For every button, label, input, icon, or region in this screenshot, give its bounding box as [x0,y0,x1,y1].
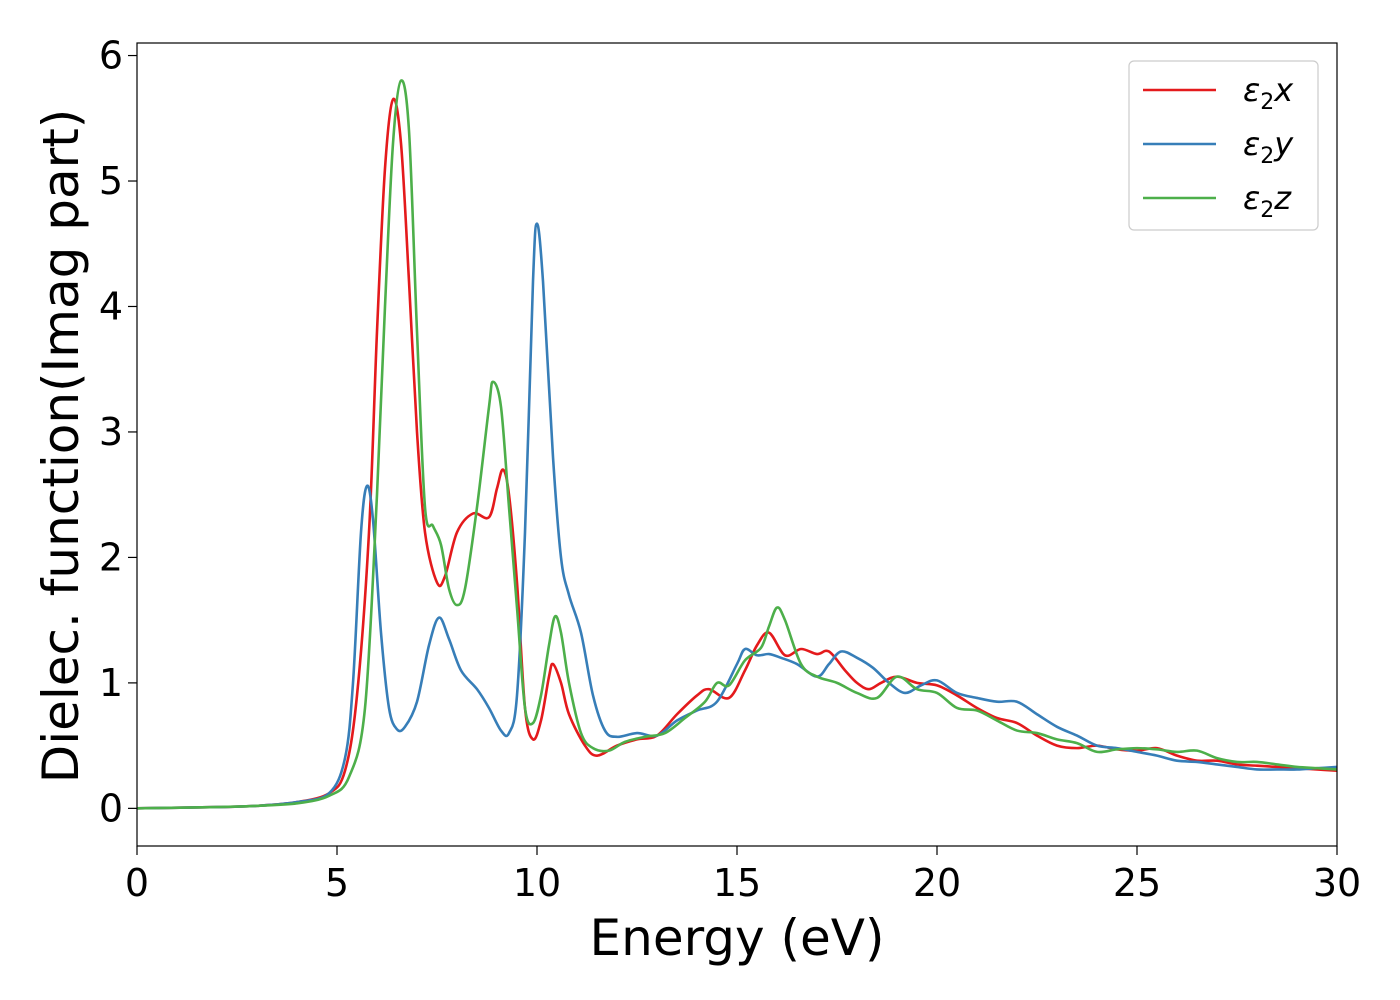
legend: ε2x ε2y ε2z [1128,60,1319,231]
series-layer [137,79,1337,810]
series-line-2 [137,222,1337,810]
x-tick-label: 5 [325,861,349,905]
series-line-1 [137,97,1337,810]
x-axis: 0 5 10 15 20 25 30 [125,846,1361,905]
x-tick-label: 0 [125,861,149,905]
legend-box [1128,60,1319,231]
legend-label-2: ε2y [1243,125,1294,169]
x-tick-label: 10 [513,861,561,905]
y-tick-label: 5 [99,159,123,203]
y-tick-label: 6 [99,34,123,78]
y-axis-label: Dielec. function(Imag part) [32,109,90,784]
y-tick-label: 4 [99,284,123,328]
x-axis-label: Energy (eV) [590,909,885,967]
x-tick-label: 15 [713,861,761,905]
y-tick-label: 1 [99,661,123,705]
x-tick-label: 30 [1313,861,1361,905]
series-line-3 [137,79,1337,810]
legend-label-1: ε2x [1243,71,1294,115]
x-tick-label: 25 [1113,861,1161,905]
y-axis: 0 1 2 3 4 5 6 [99,34,137,830]
x-tick-label: 20 [913,861,961,905]
y-tick-label: 2 [99,535,123,579]
y-tick-label: 3 [99,410,123,454]
legend-label-3: ε2z [1243,179,1292,223]
y-tick-label: 0 [99,786,123,830]
